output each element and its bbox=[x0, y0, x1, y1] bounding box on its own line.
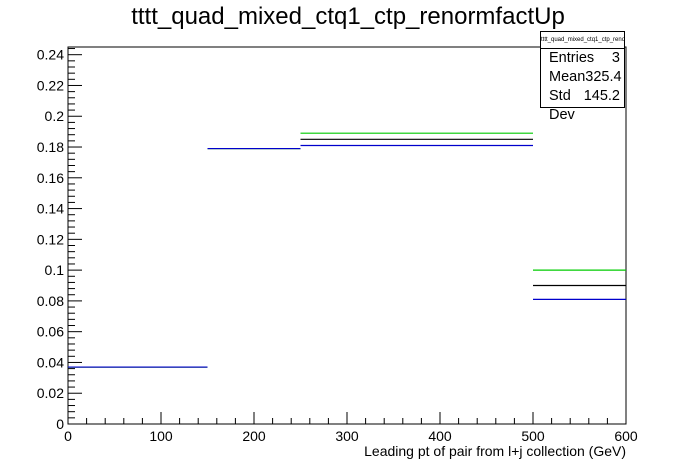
series-layer bbox=[68, 132, 626, 368]
stats-box-title: tttt_quad_mixed_ctq1_ctp_renormfactUp bbox=[541, 32, 624, 49]
y-tick-label: 0.18 bbox=[37, 139, 64, 155]
y-tick-label: 0.04 bbox=[37, 354, 64, 370]
x-tick-label: 0 bbox=[64, 428, 72, 444]
stats-label: Entries bbox=[549, 50, 595, 66]
y-tick-label: 0.22 bbox=[37, 77, 64, 93]
x-tick-label: 400 bbox=[428, 428, 452, 444]
stats-label: Mean bbox=[549, 69, 586, 85]
stats-value: 325.4 bbox=[585, 69, 622, 85]
y-tick-label: 0.02 bbox=[37, 385, 64, 401]
stats-row-stddev: Std Dev 145.2 bbox=[541, 87, 624, 123]
axes-layer: 0 0.02 0.04 0.06 0.08 0.1 0.12 0.14 0.16 0.18 0.2 0… bbox=[37, 46, 638, 444]
stats-row-mean: Mean 325.4 bbox=[541, 68, 624, 87]
y-tick-label: 0.08 bbox=[37, 293, 64, 309]
x-tick-label: 500 bbox=[521, 428, 545, 444]
y-tick-label: 0 bbox=[56, 416, 64, 432]
y-tick-label: 0.24 bbox=[37, 47, 64, 63]
y-tick-label: 0.2 bbox=[45, 108, 65, 124]
stats-value: 3 bbox=[611, 50, 620, 66]
stats-label: Std Dev bbox=[549, 88, 575, 123]
y-tick-label: 0.12 bbox=[37, 231, 64, 247]
y-tick-label: 0.16 bbox=[37, 170, 64, 186]
stats-row-entries: Entries 3 bbox=[541, 49, 624, 68]
x-tick-label: 600 bbox=[614, 428, 638, 444]
y-tick-label: 0.14 bbox=[37, 201, 64, 217]
y-tick-label: 0.1 bbox=[45, 262, 65, 278]
x-tick-label: 200 bbox=[242, 428, 266, 444]
chart-title: tttt_quad_mixed_ctq1_ctp_renormfactUp bbox=[131, 3, 565, 30]
x-tick-label: 100 bbox=[149, 428, 173, 444]
x-axis-label: Leading pt of pair from l+j collection (… bbox=[364, 443, 626, 459]
x-tick-label: 300 bbox=[335, 428, 359, 444]
y-tick-label: 0.06 bbox=[37, 324, 64, 340]
stats-value: 145.2 bbox=[583, 88, 620, 104]
stats-box: tttt_quad_mixed_ctq1_ctp_renormfactUp En… bbox=[540, 31, 625, 123]
